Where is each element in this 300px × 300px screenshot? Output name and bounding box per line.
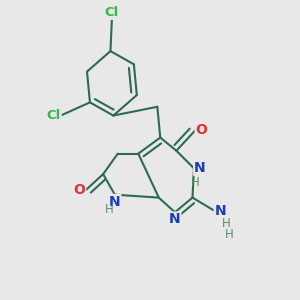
Text: H: H (191, 176, 200, 189)
Text: Cl: Cl (46, 109, 61, 122)
Text: O: O (74, 183, 85, 197)
Text: N: N (169, 212, 181, 226)
Text: N: N (194, 161, 206, 175)
Text: H: H (105, 203, 113, 217)
Text: Cl: Cl (105, 6, 119, 19)
Text: O: O (195, 123, 207, 137)
Text: H: H (222, 217, 230, 230)
Text: H: H (225, 228, 233, 242)
Text: N: N (214, 204, 226, 218)
Text: N: N (109, 195, 121, 209)
